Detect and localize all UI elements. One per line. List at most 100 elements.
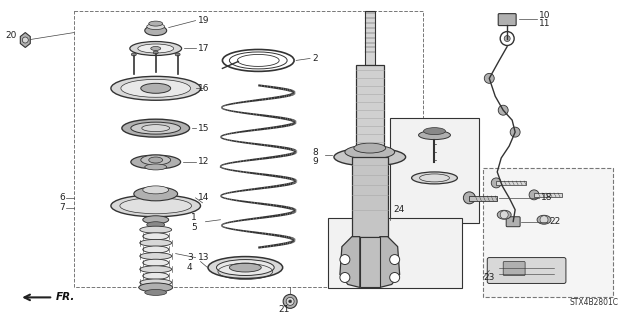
Ellipse shape — [175, 53, 180, 56]
Text: 4: 4 — [187, 263, 193, 272]
Ellipse shape — [141, 155, 171, 165]
Text: 15: 15 — [198, 124, 209, 133]
Ellipse shape — [140, 266, 172, 273]
Ellipse shape — [334, 148, 406, 166]
Ellipse shape — [216, 260, 274, 276]
Text: 7: 7 — [59, 203, 65, 212]
Bar — [496, 181, 526, 185]
Bar — [356, 65, 384, 155]
Ellipse shape — [412, 172, 458, 184]
Ellipse shape — [131, 53, 136, 56]
Text: 5: 5 — [191, 223, 196, 232]
Ellipse shape — [111, 76, 200, 100]
Text: 16: 16 — [198, 84, 209, 93]
FancyBboxPatch shape — [506, 217, 520, 227]
Ellipse shape — [345, 145, 395, 159]
Circle shape — [340, 255, 350, 264]
Text: 20: 20 — [5, 31, 17, 40]
Ellipse shape — [424, 128, 445, 135]
Text: 6: 6 — [59, 193, 65, 202]
Ellipse shape — [140, 253, 172, 260]
Ellipse shape — [148, 157, 163, 163]
Ellipse shape — [145, 164, 166, 170]
Ellipse shape — [138, 44, 173, 53]
Text: 9: 9 — [312, 158, 318, 167]
Ellipse shape — [208, 256, 283, 278]
Ellipse shape — [420, 174, 449, 182]
Bar — [352, 157, 388, 237]
Text: 19: 19 — [198, 16, 209, 25]
Ellipse shape — [537, 215, 551, 224]
Circle shape — [500, 211, 508, 219]
Ellipse shape — [131, 122, 180, 134]
Ellipse shape — [121, 79, 191, 97]
Ellipse shape — [134, 187, 178, 201]
Circle shape — [390, 255, 399, 264]
Ellipse shape — [139, 283, 173, 292]
Ellipse shape — [131, 155, 180, 169]
Text: 23: 23 — [483, 273, 495, 282]
Text: 11: 11 — [539, 19, 550, 28]
Ellipse shape — [145, 26, 166, 35]
Circle shape — [286, 297, 294, 305]
Ellipse shape — [140, 239, 172, 246]
Text: STX4B2801C: STX4B2801C — [570, 298, 619, 307]
Ellipse shape — [111, 195, 200, 217]
Bar — [469, 196, 497, 201]
Circle shape — [498, 105, 508, 115]
Bar — [365, 11, 375, 65]
Ellipse shape — [143, 259, 169, 266]
Circle shape — [463, 192, 476, 204]
Text: 21: 21 — [278, 305, 289, 314]
Bar — [483, 168, 612, 297]
Polygon shape — [20, 33, 30, 48]
Circle shape — [529, 190, 539, 200]
Circle shape — [540, 216, 548, 224]
Ellipse shape — [147, 24, 164, 30]
Ellipse shape — [151, 47, 161, 50]
Circle shape — [484, 73, 494, 83]
Bar — [360, 237, 380, 287]
Circle shape — [283, 294, 297, 308]
Ellipse shape — [419, 130, 451, 140]
Polygon shape — [380, 237, 399, 287]
Text: 2: 2 — [312, 54, 317, 63]
Text: 24: 24 — [394, 205, 405, 214]
Ellipse shape — [148, 21, 163, 26]
FancyBboxPatch shape — [487, 257, 566, 284]
Ellipse shape — [120, 198, 191, 214]
Ellipse shape — [354, 143, 386, 153]
Circle shape — [492, 178, 501, 188]
Text: 18: 18 — [541, 193, 552, 202]
Ellipse shape — [143, 246, 169, 253]
Bar — [74, 11, 422, 287]
Ellipse shape — [130, 41, 182, 56]
Text: 13: 13 — [198, 253, 209, 262]
Circle shape — [504, 35, 510, 41]
Ellipse shape — [153, 51, 158, 54]
Ellipse shape — [143, 216, 169, 224]
Ellipse shape — [145, 289, 166, 295]
Text: 10: 10 — [539, 11, 550, 20]
Ellipse shape — [140, 226, 172, 233]
Ellipse shape — [143, 272, 169, 279]
Ellipse shape — [147, 222, 164, 228]
Circle shape — [390, 272, 399, 282]
Ellipse shape — [497, 210, 511, 219]
Circle shape — [22, 37, 28, 43]
Text: FR.: FR. — [56, 293, 76, 302]
Ellipse shape — [229, 263, 261, 272]
Text: 8: 8 — [312, 147, 318, 157]
Ellipse shape — [142, 125, 170, 132]
FancyBboxPatch shape — [503, 262, 525, 276]
Circle shape — [289, 300, 292, 303]
Bar — [328, 218, 462, 288]
Text: 12: 12 — [198, 158, 209, 167]
Ellipse shape — [122, 119, 189, 137]
Circle shape — [510, 127, 520, 137]
Bar — [534, 193, 562, 197]
Circle shape — [340, 272, 350, 282]
Text: 1: 1 — [191, 213, 196, 222]
Ellipse shape — [143, 233, 169, 240]
Bar — [390, 118, 479, 223]
